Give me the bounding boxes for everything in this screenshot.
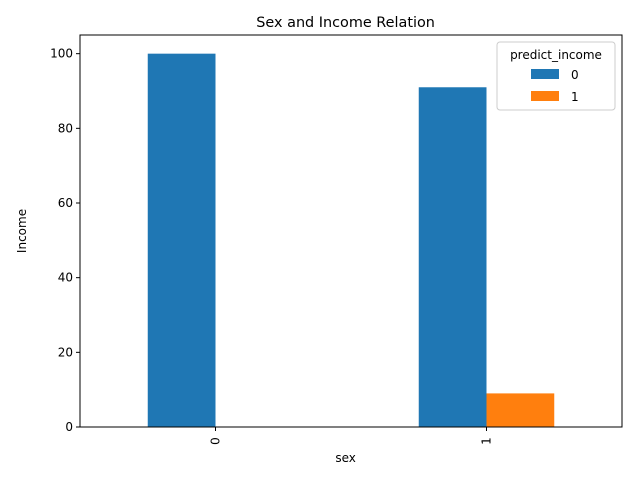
- chart-title: Sex and Income Relation: [256, 15, 435, 31]
- x-axis-label: sex: [335, 451, 356, 465]
- plot-frame: [79, 34, 623, 428]
- y-tick-label: 0: [65, 420, 73, 434]
- legend-swatch-1: [531, 91, 559, 101]
- y-tick-label: 100: [50, 47, 73, 61]
- bars-layer: [147, 53, 555, 428]
- legend-title: predict_income: [510, 48, 602, 62]
- legend-swatch-0: [531, 69, 559, 79]
- bar-sex-0-predict-income-0: [147, 53, 216, 428]
- legend: predict_income 0 1: [496, 41, 616, 111]
- y-tick-label: 80: [58, 121, 73, 135]
- y-tick-label: 60: [58, 196, 73, 210]
- legend-label-0: 0: [571, 68, 579, 82]
- y-tick-label: 40: [58, 271, 73, 285]
- bar-sex-1-predict-income-1: [486, 393, 555, 427]
- y-axis: 0 20 40 60 80 100: [50, 47, 80, 434]
- y-tick-label: 20: [58, 345, 73, 359]
- bar-sex-1-predict-income-0: [418, 87, 487, 428]
- x-tick-label: 1: [480, 437, 494, 445]
- y-axis-label: Income: [15, 209, 29, 253]
- legend-label-1: 1: [571, 90, 579, 104]
- x-tick-label: 0: [209, 437, 223, 445]
